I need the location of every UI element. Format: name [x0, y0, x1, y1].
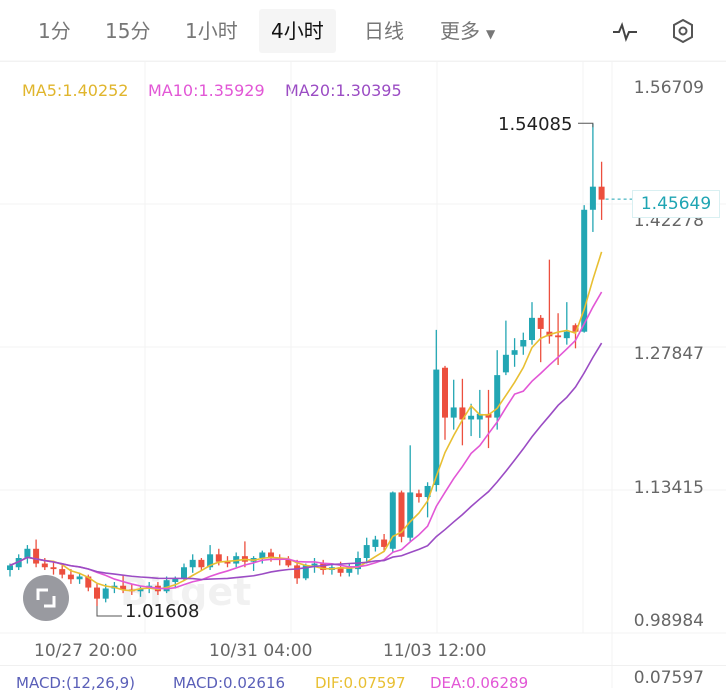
- tab-more[interactable]: 更多 ▼: [428, 9, 507, 53]
- candle-body: [415, 493, 422, 498]
- candle-body: [433, 369, 440, 486]
- tab-daily[interactable]: 日线: [364, 19, 404, 43]
- candle-body: [67, 574, 74, 580]
- high-label: 1.54085: [498, 114, 573, 135]
- timeframe-tabs: 1分 15分 1小时 4小时 日线 更多 ▼: [0, 0, 726, 62]
- hexagon-settings-icon[interactable]: [669, 17, 697, 45]
- candle-body: [502, 354, 509, 373]
- x-tick: 10/27 20:00: [34, 641, 138, 661]
- macd-value: MACD:0.02616: [173, 674, 286, 692]
- candle-body: [215, 554, 222, 562]
- macd-axis-tick: 0.07597: [633, 668, 704, 688]
- candle-body: [450, 407, 457, 418]
- macd-params: MACD:(12,26,9): [16, 674, 135, 692]
- candle-body: [346, 567, 353, 573]
- tab-1h[interactable]: 1小时: [185, 19, 238, 43]
- candle-body: [120, 585, 127, 590]
- candle-body: [563, 331, 570, 339]
- candle-body: [189, 559, 196, 568]
- candle-body: [85, 576, 92, 588]
- candle-body: [163, 580, 170, 592]
- candle-body: [137, 588, 144, 592]
- candle-body: [459, 407, 466, 420]
- tab-more-label: 更多: [440, 19, 480, 43]
- candle-body: [94, 587, 100, 599]
- candle-body: [172, 578, 179, 583]
- y-tick: 0.98984: [633, 611, 704, 631]
- candle-body: [407, 492, 414, 538]
- candle-body: [468, 415, 475, 420]
- tab-4h[interactable]: 4小时: [259, 9, 336, 53]
- fullscreen-button[interactable]: [23, 575, 69, 621]
- candle-body: [485, 413, 492, 418]
- candle-body: [372, 539, 379, 547]
- candle-body: [268, 552, 274, 559]
- candle-body: [285, 559, 292, 566]
- candle-body: [207, 554, 214, 568]
- y-tick: 1.27847: [633, 344, 704, 364]
- candle-body: [59, 569, 66, 575]
- ma20-line: [9, 342, 603, 581]
- dif-value: DIF:0.07597: [315, 674, 406, 692]
- candle-body: [302, 565, 309, 579]
- candle-body: [572, 325, 579, 332]
- candle-body: [589, 186, 596, 210]
- candle-body: [442, 367, 448, 418]
- candle-body: [50, 567, 57, 570]
- high-marker-line: [578, 122, 594, 128]
- low-label: 1.01608: [125, 601, 200, 622]
- candle-body: [7, 565, 13, 571]
- divider: [0, 665, 726, 666]
- low-marker-line: [96, 605, 122, 617]
- ma10-legend: MA10:1.35929: [148, 81, 265, 100]
- candle-body: [102, 588, 109, 599]
- ma10-line: [9, 291, 603, 590]
- pulse-icon[interactable]: [611, 17, 639, 45]
- ma5-legend: MA5:1.40252: [22, 81, 129, 100]
- candle-body: [511, 350, 518, 355]
- candle-body: [424, 485, 431, 498]
- candle-body: [33, 548, 40, 564]
- x-tick: 10/31 04:00: [209, 641, 313, 661]
- candle-body: [198, 559, 205, 568]
- candle-body: [381, 539, 388, 547]
- dea-value: DEA:0.06289: [430, 674, 529, 692]
- candle-body: [363, 545, 370, 559]
- candle-body: [529, 317, 535, 341]
- ma5-line: [9, 251, 603, 592]
- last-price-tag: 1.45649: [632, 190, 720, 218]
- candle-body: [398, 492, 405, 537]
- tab-15m[interactable]: 15分: [105, 19, 151, 43]
- tab-1m[interactable]: 1分: [38, 19, 71, 43]
- y-tick: 1.13415: [633, 478, 704, 498]
- caret-down-icon: ▼: [486, 27, 496, 41]
- candle-body: [76, 576, 83, 580]
- y-tick: 1.56709: [633, 78, 704, 98]
- candle-body: [520, 340, 527, 347]
- candle-body: [294, 565, 301, 579]
- candle-body: [581, 209, 588, 332]
- candle-body: [555, 335, 562, 338]
- candle-body: [259, 552, 266, 559]
- ma20-legend: MA20:1.30395: [285, 81, 402, 100]
- candle-body: [311, 563, 318, 566]
- candle-body: [320, 563, 327, 571]
- candle-body: [389, 492, 396, 549]
- candle-body: [181, 567, 187, 579]
- candle-body: [494, 375, 501, 418]
- candle-body: [476, 413, 483, 420]
- x-tick: 11/03 12:00: [383, 641, 487, 661]
- candle-body: [224, 561, 231, 564]
- candle-body: [41, 563, 48, 568]
- candle-body: [337, 567, 344, 573]
- expand-icon: [36, 588, 56, 608]
- candle-body: [537, 317, 544, 329]
- candle-body: [24, 548, 31, 559]
- candle-body: [15, 558, 22, 568]
- candle-body: [598, 186, 605, 200]
